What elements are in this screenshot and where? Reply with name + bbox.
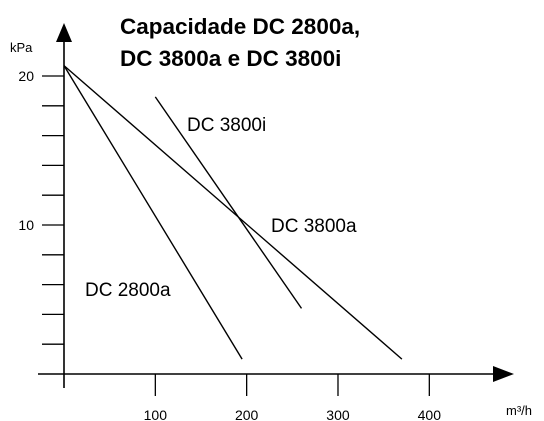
chart-title-line-2: DC 3800a e DC 3800i	[120, 46, 341, 71]
x-axis-arrow-icon	[493, 366, 514, 382]
x-tick-label-300: 300	[326, 407, 350, 421]
series-label-dc-3800a: DC 3800a	[271, 216, 357, 237]
y-axis-arrow-icon	[56, 23, 72, 42]
x-axis-unit-label: m³/h	[506, 403, 532, 418]
x-tick-label-100: 100	[144, 407, 168, 421]
chart-title: Capacidade DC 2800a, DC 3800a e DC 3800i	[120, 14, 360, 71]
series-line-dc-2800a	[64, 66, 242, 360]
series-lines: DC 2800a DC 3800a DC 3800i	[64, 66, 402, 360]
x-tick-label-400: 400	[418, 407, 442, 421]
y-tick-label-10: 10	[18, 217, 34, 233]
y-axis-unit-label: kPa	[10, 40, 33, 55]
series-label-dc-2800a: DC 2800a	[85, 280, 171, 301]
series-label-dc-3800i: DC 3800i	[187, 115, 266, 136]
series-line-dc-3800a	[64, 66, 402, 360]
chart-title-line-1: Capacidade DC 2800a,	[120, 14, 360, 39]
y-tick-label-20: 20	[18, 68, 34, 84]
x-tick-label-200: 200	[235, 407, 259, 421]
